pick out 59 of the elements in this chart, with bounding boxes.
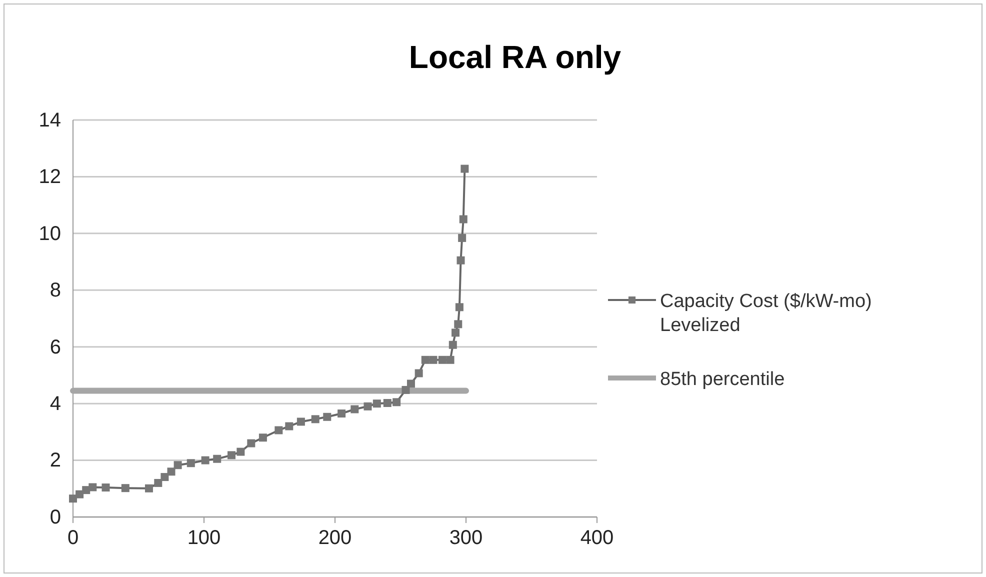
point: [429, 356, 438, 364]
point: [448, 340, 457, 349]
point: [406, 380, 415, 388]
point: [88, 483, 97, 492]
point: [311, 415, 320, 424]
point: [438, 356, 446, 364]
y-tick-label: 2: [50, 450, 61, 472]
point: [213, 454, 222, 463]
point: [228, 451, 236, 460]
point: [186, 459, 195, 468]
point: [160, 473, 169, 482]
x-tick-label: 300: [449, 527, 483, 549]
x-tick-label: 0: [67, 527, 79, 549]
x-tick-label: 100: [187, 527, 221, 549]
point: [455, 303, 464, 312]
point: [323, 412, 332, 421]
point: [69, 494, 77, 503]
point: [454, 320, 462, 328]
y-tick-label: 8: [50, 280, 61, 302]
point: [383, 399, 392, 408]
point: [338, 409, 346, 418]
point: [274, 426, 283, 434]
point: [456, 256, 465, 264]
point: [421, 356, 430, 364]
y-tick-label: 4: [50, 392, 61, 415]
point: [392, 398, 401, 406]
point: [452, 328, 460, 337]
point: [364, 402, 372, 410]
point: [76, 490, 84, 498]
point: [121, 484, 130, 492]
point: [459, 215, 468, 224]
point: [201, 456, 210, 464]
y-tick-label: 0: [50, 506, 61, 528]
point: [144, 484, 153, 492]
legend-label: 85th percentile: [660, 369, 785, 390]
point: [402, 386, 410, 394]
point: [460, 164, 469, 173]
point: [446, 356, 454, 364]
point: [350, 405, 359, 414]
point: [236, 448, 245, 456]
y-tick-label: 6: [50, 336, 61, 358]
point: [285, 422, 294, 430]
x-tick-label: 200: [318, 527, 352, 549]
y-tick-label: 10: [38, 222, 61, 245]
point: [458, 234, 466, 242]
point: [414, 369, 423, 378]
point: [247, 439, 256, 448]
y-tick-label: 14: [38, 109, 61, 132]
point: [102, 484, 110, 492]
y-tick-label: 12: [38, 166, 61, 188]
legend-label: Capacity Cost ($/kW-mo) Levelized: [660, 291, 872, 336]
chart-title: Local RA only: [408, 39, 622, 75]
point: [372, 400, 381, 408]
point: [167, 468, 176, 476]
point: [258, 434, 267, 442]
point: [296, 418, 305, 426]
x-tick-label: 400: [580, 527, 614, 549]
point: [154, 478, 162, 487]
point: [174, 461, 182, 470]
